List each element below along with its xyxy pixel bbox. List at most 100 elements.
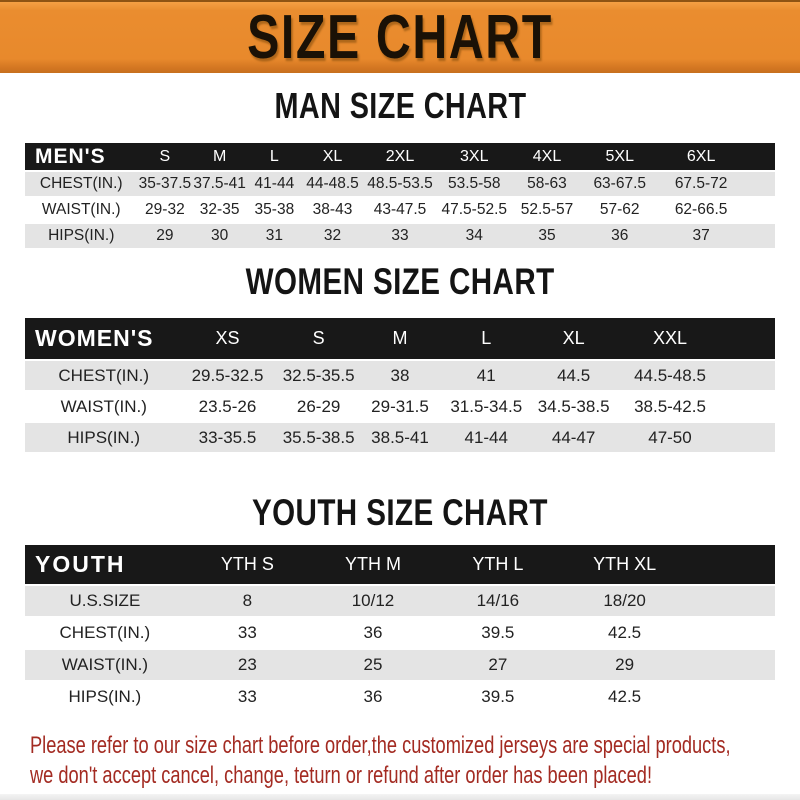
- size-column-header: YTH S: [184, 545, 310, 586]
- women-section: WOMEN SIZE CHART WOMEN'S XS S M L XL XXL CHEST(…: [0, 261, 800, 454]
- size-value: [689, 681, 775, 714]
- men-section-title-text: MAN SIZE CHART: [274, 85, 526, 126]
- size-value: 42.5: [559, 681, 690, 714]
- size-column-header: S: [137, 143, 193, 172]
- size-value: 48.5-53.5: [363, 171, 437, 198]
- size-value: 38.5-42.5: [609, 391, 730, 423]
- measurement-label: HIPS(IN.): [25, 681, 185, 714]
- table-row: U.S.SIZE 8 10/12 14/16 18/20: [25, 585, 775, 618]
- size-column-header: [744, 143, 775, 172]
- size-value: 35.5-38.5: [272, 422, 365, 454]
- size-value: 14/16: [435, 585, 560, 618]
- size-value: 38: [364, 360, 436, 392]
- size-value: 36: [310, 617, 436, 650]
- bottom-edge: [0, 794, 800, 800]
- size-value: 33: [363, 223, 437, 250]
- men-size-table: MEN'S S M L XL 2XL 3XL 4XL 5XL 6XL CHEST(IN.) 35-37…: [25, 143, 775, 250]
- size-value: 58-63: [511, 171, 583, 198]
- size-value: 36: [582, 223, 658, 250]
- size-value: 33: [184, 681, 310, 714]
- size-value: [729, 391, 775, 423]
- size-value: 25: [310, 649, 436, 682]
- table-header-row: WOMEN'S XS S M L XL XXL: [25, 318, 775, 361]
- size-column-header: 2XL: [363, 143, 437, 172]
- size-value: 52.5-57: [511, 197, 583, 224]
- measurement-label: WAIST(IN.): [25, 391, 183, 423]
- page-title: SIZE CHART: [247, 3, 553, 72]
- size-column-header: XS: [182, 318, 273, 361]
- youth-section-title-text: YOUTH SIZE CHART: [252, 492, 548, 533]
- size-value: 44.5-48.5: [609, 360, 730, 392]
- size-column-header: XL: [537, 318, 610, 361]
- size-value: [744, 223, 775, 250]
- size-value: 35-38: [247, 197, 302, 224]
- table-row: CHEST(IN.) 33 36 39.5 42.5: [25, 617, 775, 650]
- size-value: 32-35: [192, 197, 247, 224]
- table-row: CHEST(IN.) 35-37.5 37.5-41 41-44 44-48.5 48.5…: [25, 171, 775, 198]
- table-header-row: MEN'S S M L XL 2XL 3XL 4XL 5XL 6XL: [25, 143, 775, 172]
- size-value: 42.5: [559, 617, 690, 650]
- size-value: [744, 197, 775, 224]
- size-value: 41: [435, 360, 538, 392]
- size-value: 29: [559, 649, 690, 682]
- table-row: HIPS(IN.) 29 30 31 32 33 34 35 36 37: [25, 223, 775, 250]
- measurement-label: U.S.SIZE: [25, 585, 185, 618]
- size-value: 31.5-34.5: [435, 391, 538, 423]
- size-column-header: [689, 545, 775, 586]
- size-value: 23: [184, 649, 310, 682]
- table-corner-label: WOMEN'S: [25, 318, 183, 361]
- measurement-label: HIPS(IN.): [25, 422, 183, 454]
- table-row: HIPS(IN.) 33-35.5 35.5-38.5 38.5-41 41-44 44-…: [25, 422, 775, 454]
- table-corner-label: YOUTH: [25, 545, 185, 586]
- disclaimer-line-1: Please refer to our size chart before or…: [30, 732, 731, 759]
- size-value: 39.5: [435, 681, 560, 714]
- size-value: 27: [435, 649, 560, 682]
- size-value: [689, 585, 775, 618]
- youth-size-table: YOUTH YTH S YTH M YTH L YTH XL U.S.SIZE 8 10/12…: [25, 545, 775, 714]
- size-value: 35: [511, 223, 583, 250]
- size-column-header: 4XL: [511, 143, 583, 172]
- table-row: WAIST(IN.) 23 25 27 29: [25, 649, 775, 682]
- measurement-label: CHEST(IN.): [25, 171, 138, 198]
- size-column-header: L: [247, 143, 302, 172]
- youth-section-title: YOUTH SIZE CHART: [0, 492, 800, 534]
- size-value: 44.5: [537, 360, 610, 392]
- table-header-row: YOUTH YTH S YTH M YTH L YTH XL: [25, 545, 775, 586]
- size-value: [744, 171, 775, 198]
- women-section-title: WOMEN SIZE CHART: [0, 261, 800, 303]
- size-value: 33-35.5: [182, 422, 273, 454]
- size-value: 41-44: [435, 422, 538, 454]
- size-value: 62-66.5: [657, 197, 745, 224]
- size-value: 47-50: [609, 422, 730, 454]
- size-column-header: 6XL: [657, 143, 745, 172]
- size-value: 36: [310, 681, 436, 714]
- size-value: 26-29: [272, 391, 365, 423]
- size-value: 47.5-52.5: [436, 197, 512, 224]
- size-value: 41-44: [247, 171, 302, 198]
- women-size-table: WOMEN'S XS S M L XL XXL CHEST(IN.) 29.5-32.5 32.5…: [25, 318, 775, 454]
- size-value: [729, 422, 775, 454]
- size-value: 38.5-41: [364, 422, 436, 454]
- size-value: 44-48.5: [301, 171, 364, 198]
- youth-section: YOUTH SIZE CHART YOUTH YTH S YTH M YTH L YTH…: [0, 492, 800, 714]
- table-corner-label: MEN'S: [25, 143, 138, 172]
- men-section: MAN SIZE CHART MEN'S S M L XL 2XL 3XL 4XL 5XL 6XL…: [0, 86, 800, 250]
- size-value: 43-47.5: [363, 197, 437, 224]
- size-column-header: 3XL: [436, 143, 512, 172]
- size-value: 33: [184, 617, 310, 650]
- size-value: 63-67.5: [582, 171, 658, 198]
- size-column-header: [729, 318, 775, 361]
- disclaimer: Please refer to our size chart before or…: [0, 731, 800, 791]
- size-value: 39.5: [435, 617, 560, 650]
- size-value: 30: [192, 223, 247, 250]
- table-row: WAIST(IN.) 23.5-26 26-29 29-31.5 31.5-34.5 34…: [25, 391, 775, 423]
- disclaimer-line-2: we don't accept cancel, change, teturn o…: [30, 762, 653, 789]
- size-value: 34: [436, 223, 512, 250]
- size-value: 10/12: [310, 585, 436, 618]
- measurement-label: HIPS(IN.): [25, 223, 138, 250]
- size-value: [689, 617, 775, 650]
- size-column-header: XL: [301, 143, 364, 172]
- size-value: 8: [184, 585, 310, 618]
- measurement-label: WAIST(IN.): [25, 197, 138, 224]
